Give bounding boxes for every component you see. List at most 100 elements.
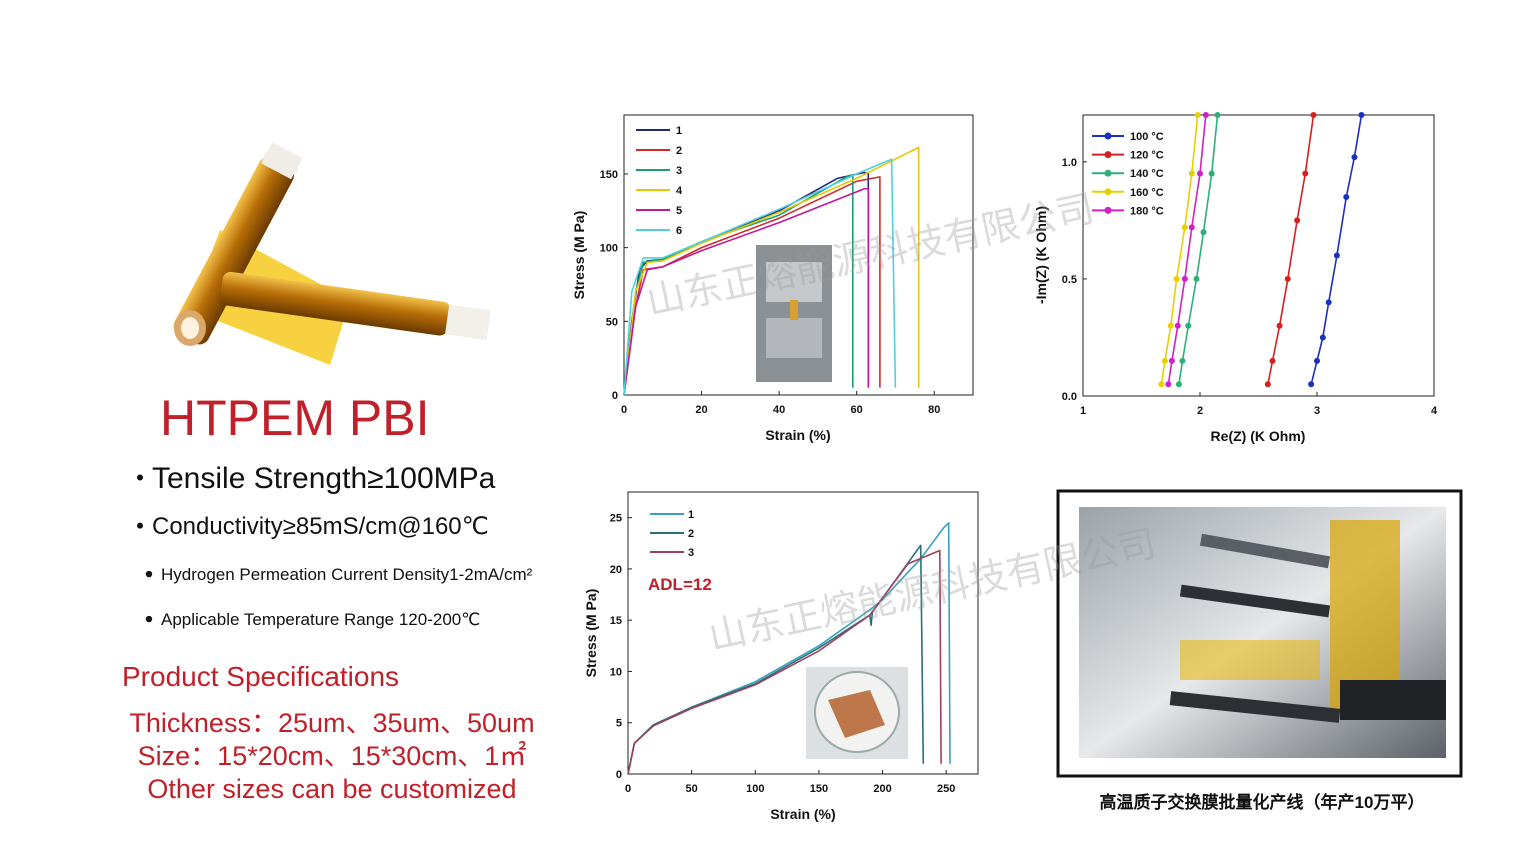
series-line xyxy=(1267,114,1315,385)
point xyxy=(1194,112,1201,118)
legend-label: 2 xyxy=(676,145,682,157)
x-tick-label: 60 xyxy=(851,404,863,416)
feature: Applicable Temperature Range 120-200℃ xyxy=(161,610,480,629)
point xyxy=(1343,193,1350,200)
x-axis-label: Strain (%) xyxy=(770,806,835,822)
x-tick-label: 20 xyxy=(695,404,707,416)
point xyxy=(1173,275,1180,282)
x-tick-label: 0 xyxy=(621,404,627,416)
point xyxy=(1302,170,1309,177)
product-title: HTPEM PBI xyxy=(160,390,429,446)
y-tick-label: 0 xyxy=(612,390,618,402)
series-line xyxy=(1310,114,1363,385)
legend-label: 3 xyxy=(688,547,694,559)
bullet xyxy=(145,570,153,578)
y-tick-label: 10 xyxy=(610,666,622,678)
point xyxy=(1264,381,1271,388)
series-line xyxy=(623,158,897,396)
y-axis-label: -Im(Z) (K Ohm) xyxy=(1033,206,1049,304)
point xyxy=(1168,357,1175,364)
x-tick-label: 200 xyxy=(873,783,891,795)
x-tick-label: 80 xyxy=(928,404,940,416)
photo-caption: 高温质子交换膜批量化产线（年产10万平） xyxy=(1100,792,1425,812)
y-tick-label: 1.0 xyxy=(1062,157,1077,169)
legend-label: 180 °C xyxy=(1130,205,1164,217)
y-tick-label: 0 xyxy=(616,769,622,781)
series-line xyxy=(623,176,881,396)
legend-label: 2 xyxy=(688,528,694,540)
point xyxy=(1179,357,1186,364)
point xyxy=(1158,381,1165,388)
y-tick-label: 25 xyxy=(610,513,622,525)
x-axis-label: Strain (%) xyxy=(765,427,830,443)
legend-label: 1 xyxy=(688,509,694,521)
point xyxy=(1185,322,1192,329)
y-axis-label: Stress (M Pa) xyxy=(583,589,599,678)
series-line xyxy=(1160,114,1199,385)
point xyxy=(1197,170,1203,177)
x-tick-label: 0 xyxy=(625,783,631,795)
plot-frame xyxy=(1082,114,1435,397)
plot-frame xyxy=(627,491,979,775)
feature: Hydrogen Permeation Current Density1-2mA… xyxy=(161,565,533,584)
x-tick-label: 4 xyxy=(1431,405,1438,417)
point xyxy=(1181,275,1188,282)
point xyxy=(1325,299,1332,306)
x-tick-label: 250 xyxy=(937,783,955,795)
y-tick-label: 0.5 xyxy=(1062,274,1077,286)
point xyxy=(1333,252,1340,259)
y-tick-label: 5 xyxy=(616,718,622,730)
annotation: ADL=12 xyxy=(648,575,712,594)
feature: Tensile Strength≥100MPa xyxy=(152,462,496,495)
spec: Thickness：25um、35um、50um xyxy=(129,708,534,738)
point xyxy=(1174,322,1181,329)
spec: Size：15*20cm、15*30cm、1㎡ xyxy=(138,741,527,771)
point xyxy=(1310,112,1317,118)
production-line-photo xyxy=(1056,489,1463,778)
bullet xyxy=(145,615,153,623)
x-tick-label: 100 xyxy=(746,783,764,795)
legend-label: 6 xyxy=(676,225,682,237)
sample-photo xyxy=(806,667,908,759)
y-tick-label: 100 xyxy=(600,243,618,255)
series-line xyxy=(627,549,942,775)
y-tick-label: 150 xyxy=(600,169,618,181)
point xyxy=(1188,224,1195,231)
point xyxy=(1193,275,1200,282)
y-tick-label: 15 xyxy=(610,615,622,627)
feature-list: Tensile Strength≥100MPa Conductivity≥85mS… xyxy=(137,462,533,629)
y-tick-label: 50 xyxy=(606,316,618,328)
point xyxy=(1188,170,1195,177)
legend-label: 3 xyxy=(676,165,682,177)
legend-marker xyxy=(1104,151,1112,159)
legend-label: 160 °C xyxy=(1130,187,1164,199)
spec: Other sizes can be customized xyxy=(147,774,516,804)
point xyxy=(1308,381,1315,388)
point xyxy=(1269,357,1276,364)
point xyxy=(1284,275,1291,282)
spec-list: Thickness：25um、35um、50umSize：15*20cm、15*… xyxy=(129,708,534,804)
point xyxy=(1175,381,1182,388)
point xyxy=(1200,229,1207,236)
point xyxy=(1319,334,1326,341)
point xyxy=(1351,154,1358,161)
point xyxy=(1165,381,1172,388)
y-tick-label: 20 xyxy=(610,564,622,576)
legend-marker xyxy=(1104,206,1112,214)
feature: Conductivity≥85mS/cm@160℃ xyxy=(152,513,489,540)
tensile-photo xyxy=(756,245,832,382)
series-line xyxy=(1178,114,1219,385)
legend-label: 140 °C xyxy=(1130,168,1164,180)
watermark: 山东正熔能源科技有限公司 xyxy=(643,186,1098,324)
x-axis-label: Re(Z) (K Ohm) xyxy=(1211,428,1306,444)
series-line xyxy=(623,187,870,396)
point xyxy=(1314,357,1320,364)
x-tick-label: 1 xyxy=(1080,405,1086,417)
legend-label: 1 xyxy=(676,125,682,137)
x-tick-label: 40 xyxy=(773,404,785,416)
point xyxy=(1294,217,1301,224)
spec-heading: Product Specifications xyxy=(122,661,399,692)
y-axis-label: Stress (M Pa) xyxy=(571,211,587,300)
